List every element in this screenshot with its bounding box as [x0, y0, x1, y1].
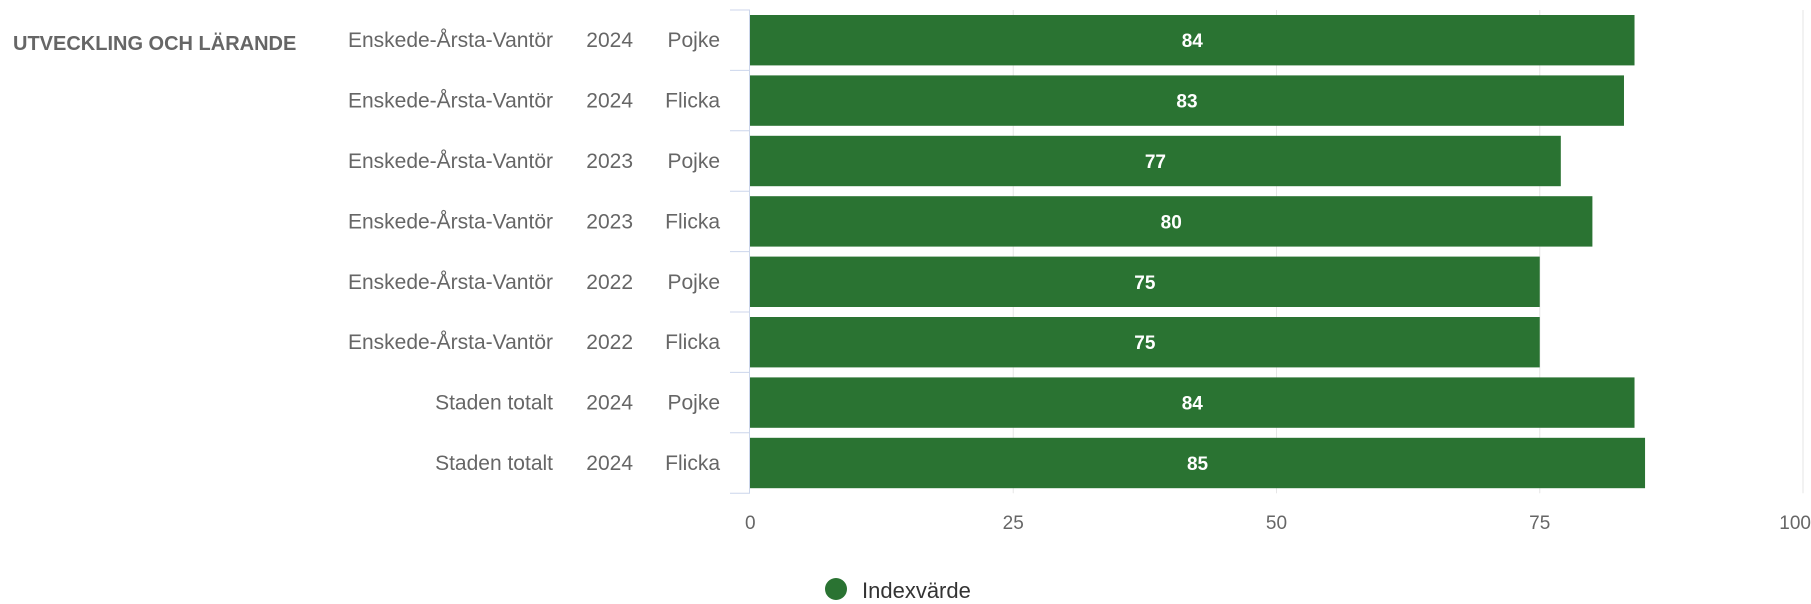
category-area: Enskede-Årsta-Vantör: [348, 150, 553, 173]
bar[interactable]: [750, 317, 1540, 368]
category-axis: [730, 9, 750, 494]
category-area: Enskede-Årsta-Vantör: [348, 29, 553, 52]
data-label: 83: [1176, 92, 1197, 113]
category-area: Enskede-Årsta-Vantör: [348, 90, 553, 113]
category-year: 2023: [586, 210, 633, 233]
data-label: 84: [1182, 31, 1204, 52]
category-area: Enskede-Årsta-Vantör: [348, 271, 553, 294]
category-year: 2022: [586, 271, 633, 294]
category-gender: Pojke: [667, 29, 720, 52]
bar[interactable]: [750, 437, 1646, 489]
category-year: 2022: [586, 331, 633, 354]
category-gender: Flicka: [665, 331, 720, 354]
category-gender: Pojke: [667, 392, 720, 415]
category-gender: Pojke: [667, 271, 720, 294]
value-axis-ticks: 0 25 50 75 100: [745, 513, 1811, 534]
data-label: 77: [1145, 152, 1166, 173]
data-label: 75: [1134, 273, 1156, 294]
bar[interactable]: [750, 15, 1635, 66]
x-tick-label: 100: [1779, 513, 1811, 534]
x-tick-label: 75: [1529, 513, 1550, 534]
bars: 84 83 77 80 75 75 84 85: [750, 15, 1646, 489]
category-gender: Flicka: [665, 210, 720, 233]
legend-label[interactable]: Indexvärde: [862, 578, 971, 603]
category-year: 2024: [586, 392, 633, 415]
category-gender: Pojke: [667, 150, 720, 173]
bar[interactable]: [750, 377, 1635, 428]
data-label: 75: [1134, 333, 1156, 354]
category-gender: Flicka: [665, 90, 720, 113]
bar[interactable]: [750, 75, 1624, 126]
category-year: 2023: [586, 150, 633, 173]
legend-marker[interactable]: [825, 578, 847, 600]
legend: Indexvärde: [825, 578, 971, 603]
data-label: 85: [1187, 454, 1209, 475]
category-gender: Flicka: [665, 452, 720, 475]
category-labels: UTVECKLING OCH LÄRANDE Pojke 2024 Enskede-…: [13, 29, 720, 475]
bar[interactable]: [750, 256, 1540, 307]
x-tick-label: 50: [1266, 513, 1287, 534]
bar[interactable]: [750, 196, 1593, 247]
x-tick-label: 25: [1003, 513, 1024, 534]
category-year: 2024: [586, 90, 633, 113]
category-year: 2024: [586, 452, 633, 475]
category-area: Enskede-Årsta-Vantör: [348, 210, 553, 233]
data-label: 84: [1182, 394, 1204, 415]
group-label: UTVECKLING OCH LÄRANDE: [13, 32, 296, 55]
category-area: Enskede-Årsta-Vantör: [348, 331, 553, 354]
x-tick-label: 0: [745, 513, 756, 534]
data-label: 80: [1161, 212, 1182, 233]
category-area: Staden totalt: [435, 452, 553, 475]
category-area: Staden totalt: [435, 392, 553, 415]
bar[interactable]: [750, 135, 1561, 187]
category-year: 2024: [586, 29, 633, 52]
